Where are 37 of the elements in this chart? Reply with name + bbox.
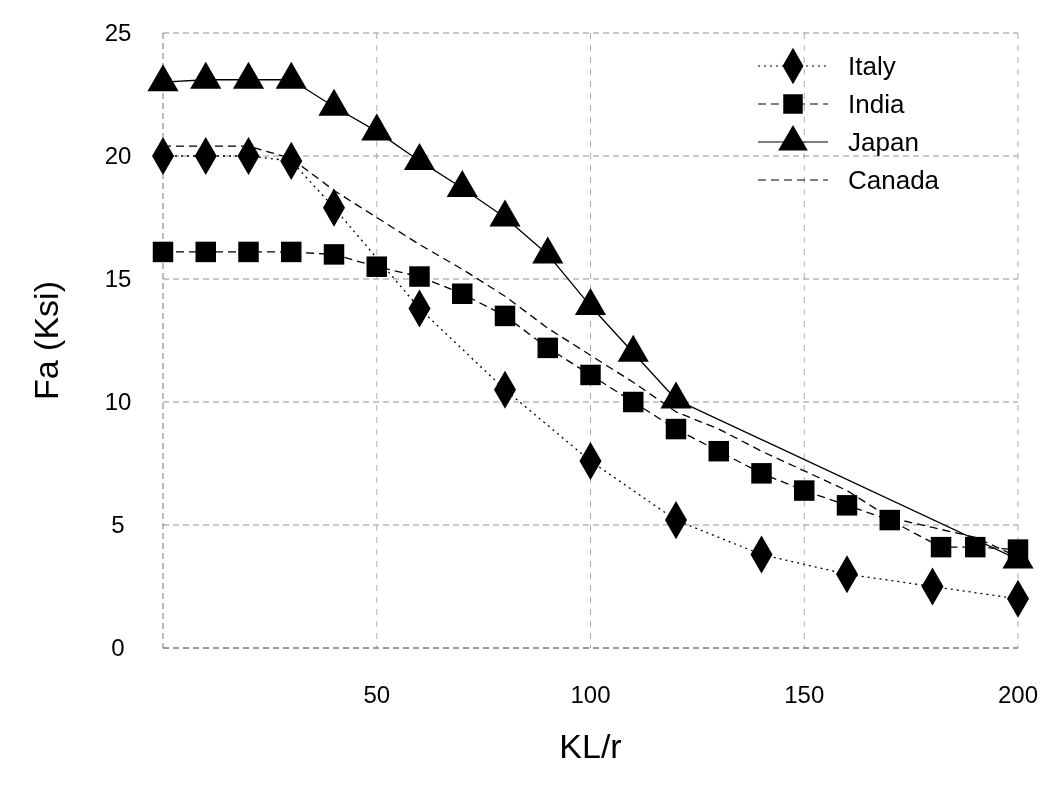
point bbox=[281, 241, 302, 263]
y-tick-label: 10 bbox=[104, 388, 132, 416]
y-axis-title: Fa (Ksi) bbox=[27, 281, 65, 400]
point bbox=[879, 509, 900, 531]
x-axis-title: KL/r bbox=[559, 727, 622, 765]
y-tick-label: 15 bbox=[104, 265, 132, 293]
point bbox=[323, 244, 345, 265]
point bbox=[794, 480, 815, 501]
point bbox=[409, 266, 430, 287]
point bbox=[1007, 539, 1029, 560]
point bbox=[452, 283, 473, 305]
point bbox=[580, 364, 601, 386]
y-tick-label: 20 bbox=[104, 142, 132, 170]
point bbox=[751, 463, 772, 484]
point bbox=[708, 440, 729, 462]
point bbox=[195, 241, 216, 263]
legend-label: India bbox=[848, 89, 905, 120]
x-tick-label: 50 bbox=[363, 681, 391, 708]
x-tick-label: 150 bbox=[784, 681, 825, 708]
point bbox=[623, 391, 644, 413]
x-tick-label: 100 bbox=[570, 681, 611, 708]
y-tick-label: 0 bbox=[111, 634, 125, 662]
point bbox=[665, 418, 687, 440]
legend-label: Japan bbox=[848, 127, 919, 158]
x-tick-label: 200 bbox=[997, 681, 1039, 708]
y-tick-label: 5 bbox=[111, 511, 125, 539]
point bbox=[537, 337, 558, 359]
point bbox=[238, 241, 259, 263]
y-tick-label: 25 bbox=[104, 19, 132, 47]
legend-label: Italy bbox=[848, 51, 896, 82]
point bbox=[494, 305, 516, 327]
point bbox=[366, 256, 387, 277]
point bbox=[930, 536, 952, 558]
legend-label: Canada bbox=[848, 165, 940, 196]
point bbox=[836, 495, 858, 516]
point bbox=[965, 536, 986, 558]
point bbox=[152, 241, 174, 263]
